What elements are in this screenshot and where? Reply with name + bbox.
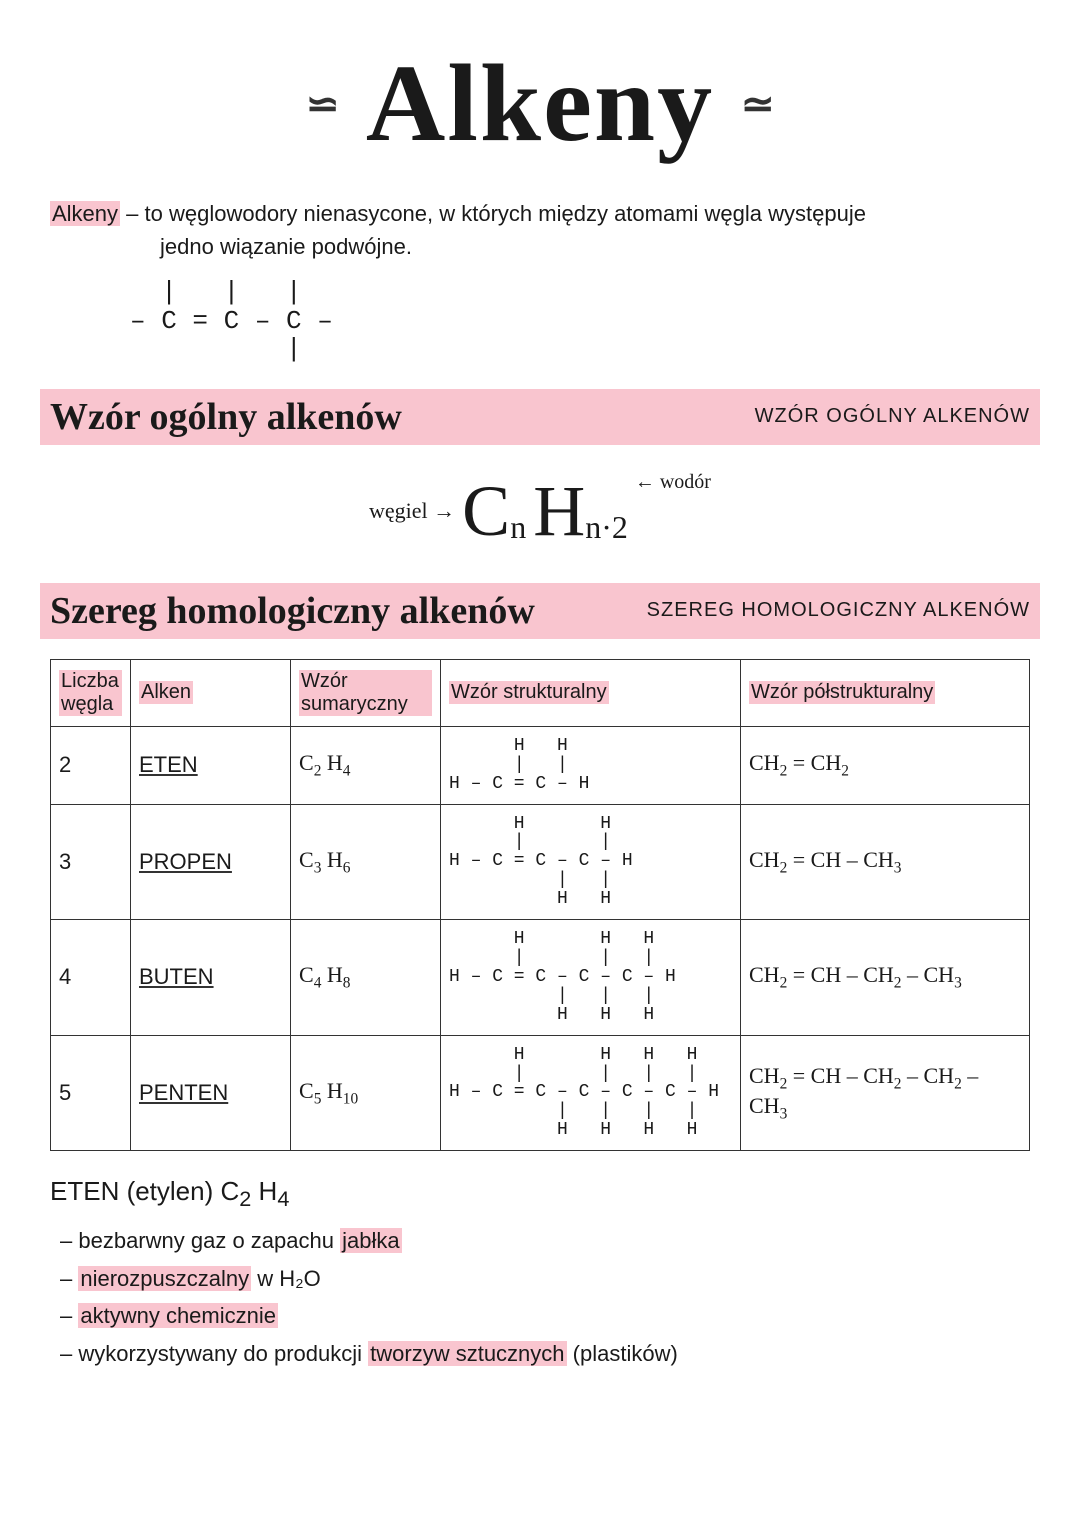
cell-semi: CH2 = CH – CH2 – CH3 (741, 920, 1030, 1036)
title-text: Alkeny (366, 42, 714, 164)
th-sum: Wzór sumaryczny (291, 659, 441, 726)
cell-sum: C4 H8 (291, 920, 441, 1036)
section-header-general: Wzór ogólny alkenów WZÓR OGÓLNY ALKENÓW (40, 389, 1040, 445)
table-row: 5PENTENC5 H10 H H H H | | | | H – C = C … (51, 1035, 1030, 1151)
formula-n2: n·2 (585, 509, 628, 545)
eten-title: ETEN (etylen) C2 H4 (50, 1176, 1030, 1212)
cell-semi: CH2 = CH – CH3 (741, 804, 1030, 920)
cell-name: PROPEN (131, 804, 291, 920)
cell-n: 3 (51, 804, 131, 920)
definition-text-2: jedno wiązanie podwójne. (160, 234, 412, 259)
cell-name: BUTEN (131, 920, 291, 1036)
th-struct-text: Wzór strukturalny (449, 681, 609, 704)
table-row: 3PROPENC3 H6 H H | | H – C = C – C – H |… (51, 804, 1030, 920)
definition-block: Alkeny – to węglowodory nienasycone, w k… (50, 197, 1030, 263)
label-hydrogen: ← wodór (635, 471, 711, 493)
section2-caps: SZEREG HOMOLOGICZNY ALKENÓW (647, 599, 1030, 622)
cell-name: ETEN (131, 726, 291, 804)
cell-struct: H H | | H – C = C – C – H | | H H (441, 804, 741, 920)
cell-n: 4 (51, 920, 131, 1036)
formula-n1: n (510, 509, 526, 545)
th-struct: Wzór strukturalny (441, 659, 741, 726)
th-sum-text: Wzór sumaryczny (299, 670, 432, 716)
cell-n: 5 (51, 1035, 131, 1151)
th-name: Alken (131, 659, 291, 726)
cell-semi: CH2 = CH2 (741, 726, 1030, 804)
th-n: Liczba węgla (51, 659, 131, 726)
page-title: ⋍ Alkeny ⋍ (366, 40, 714, 167)
alkenes-table: Liczba węgla Alken Wzór sumaryczny Wzór … (50, 659, 1030, 1151)
formula-c: C (462, 471, 510, 551)
cell-n: 2 (51, 726, 131, 804)
cell-semi: CH2 = CH – CH2 – CH2 – CH3 (741, 1035, 1030, 1151)
section1-cursive: Wzór ogólny alkenów (50, 395, 755, 439)
definition-text-1: – to węglowodory nienasycone, w których … (126, 201, 866, 226)
note-item: aktywny chemicznie (60, 1297, 1030, 1334)
table-header-row: Liczba węgla Alken Wzór sumaryczny Wzór … (51, 659, 1030, 726)
section2-cursive: Szereg homologiczny alkenów (50, 589, 647, 633)
flourish-left-icon: ⋍ (306, 80, 342, 127)
cell-struct: H H H | | | H – C = C – C – C – H | | | … (441, 920, 741, 1036)
page-title-wrap: ⋍ Alkeny ⋍ (50, 40, 1030, 167)
flourish-right-icon: ⋍ (739, 80, 775, 127)
th-semi: Wzór półstrukturalny (741, 659, 1030, 726)
th-name-text: Alken (139, 681, 193, 704)
section-header-series: Szereg homologiczny alkenów SZEREG HOMOL… (40, 583, 1040, 639)
note-item: nierozpuszczalny w H₂O (60, 1260, 1030, 1297)
note-item: wykorzystywany do produkcji tworzyw sztu… (60, 1335, 1030, 1372)
bond-diagram: | | | – C = C – C – | (130, 278, 1030, 364)
cell-name: PENTEN (131, 1035, 291, 1151)
cell-struct: H H H H | | | | H – C = C – C – C – C – … (441, 1035, 741, 1151)
section1-caps: WZÓR OGÓLNY ALKENÓW (755, 405, 1030, 428)
formula-h: H (533, 471, 585, 551)
general-formula: węgiel → Cn Hn·2 ← wodór (50, 470, 1030, 553)
label-carbon: węgiel → (369, 498, 455, 523)
note-item: bezbarwny gaz o zapachu jabłka (60, 1222, 1030, 1259)
eten-notes: bezbarwny gaz o zapachu jabłkanierozpusz… (60, 1222, 1030, 1372)
table-row: 4BUTENC4 H8 H H H | | | H – C = C – C – … (51, 920, 1030, 1036)
cell-struct: H H | | H – C = C – H (441, 726, 741, 804)
cell-sum: C5 H10 (291, 1035, 441, 1151)
th-n-text: Liczba węgla (59, 670, 122, 716)
th-semi-text: Wzór półstrukturalny (749, 681, 935, 704)
cell-sum: C2 H4 (291, 726, 441, 804)
table-row: 2ETENC2 H4 H H | | H – C = C – HCH2 = CH… (51, 726, 1030, 804)
definition-term: Alkeny (50, 201, 120, 226)
cell-sum: C3 H6 (291, 804, 441, 920)
